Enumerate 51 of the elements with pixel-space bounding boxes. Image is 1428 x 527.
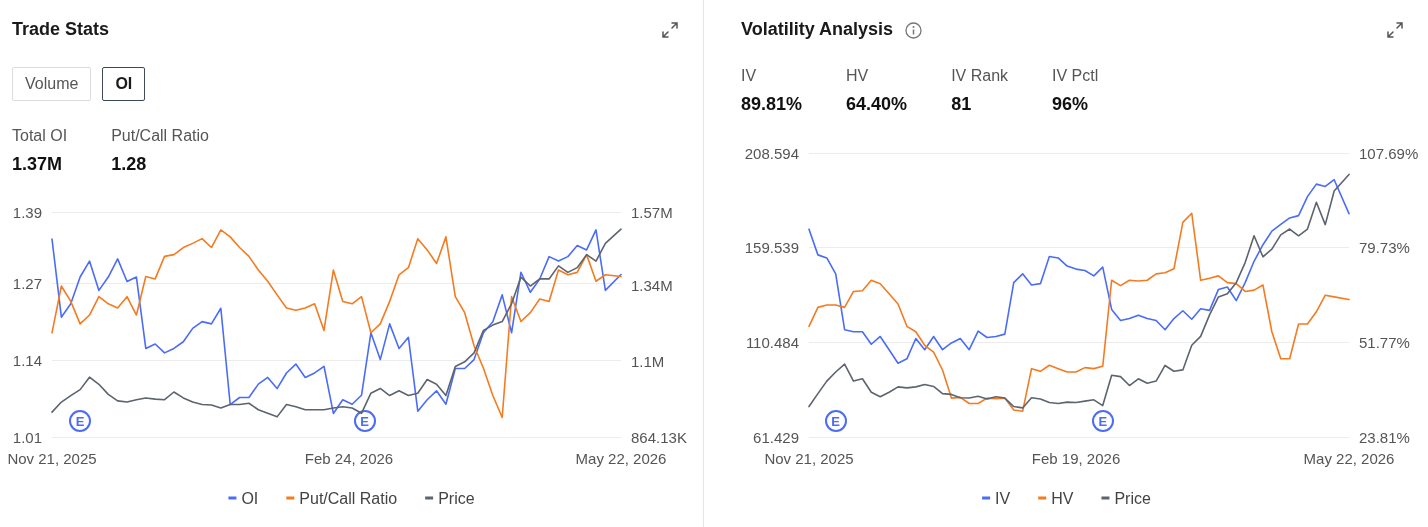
text: 1.37M (12, 153, 64, 175)
text: 96% (1052, 93, 1090, 115)
legend-label: IV (995, 489, 1011, 507)
y2-tick-label: 51.77% (1359, 333, 1410, 351)
text: 64.40% (846, 93, 908, 115)
y2-tick-label: 1.34M (631, 276, 673, 294)
text: OI (102, 67, 146, 101)
annotation: E (353, 410, 376, 432)
text: IV Rank (951, 66, 1009, 86)
line-series (808, 173, 1350, 409)
legend-label: Put/Call Ratio (299, 489, 398, 507)
y2-tick-label: 1.57M (631, 203, 673, 221)
legend-label: HV (1051, 489, 1074, 507)
x-tick-label: Nov 21, 2025 (7, 450, 97, 467)
text: 1.28 (111, 153, 148, 175)
x-tick-label: May 22, 2026 (1303, 450, 1395, 467)
text: IV (741, 66, 758, 86)
y-tick-label: 159.539 (744, 239, 799, 257)
legend-label: OI (241, 489, 259, 507)
y-tick-label: 1.39 (12, 203, 42, 221)
text: IV Pctl (1052, 66, 1099, 86)
text: HV (846, 66, 870, 86)
legend-label: Price (438, 489, 475, 507)
y2-tick-label: 107.69% (1359, 144, 1419, 162)
y2-tick-label: 23.81% (1359, 428, 1410, 446)
y-tick-label: 1.14 (12, 351, 42, 369)
y2-tick-label: 864.13K (631, 428, 687, 446)
x-tick-label: Feb 24, 2026 (304, 450, 394, 467)
x-tick-label: Feb 19, 2026 (1031, 450, 1121, 467)
y-tick-label: 208.594 (744, 144, 799, 162)
line-series (808, 178, 1350, 365)
chart-title: Volatility Analysis (741, 19, 895, 40)
x-tick-label: May 22, 2026 (575, 450, 667, 467)
text: Put/Call Ratio (111, 126, 209, 146)
y-tick-label: 61.429 (753, 428, 799, 446)
y2-tick-label: 1.1M (631, 353, 665, 371)
y-tick-label: 110.484 (745, 333, 799, 351)
text: 81 (951, 93, 973, 115)
y-tick-label: 1.01 (12, 428, 42, 446)
text: Volume (12, 67, 92, 101)
annotation: E (1091, 410, 1114, 432)
line-series (808, 212, 1350, 413)
annotation: E (69, 410, 92, 432)
text: Total OI (12, 126, 68, 146)
y2-tick-label: 79.73% (1359, 239, 1410, 257)
legend-label: Price (1114, 489, 1151, 507)
chart-title: Trade Stats (12, 19, 110, 40)
annotation: E (824, 410, 847, 432)
y-tick-label: 1.27 (12, 274, 42, 292)
text: 89.81% (741, 93, 803, 115)
x-tick-label: Nov 21, 2025 (764, 450, 854, 467)
